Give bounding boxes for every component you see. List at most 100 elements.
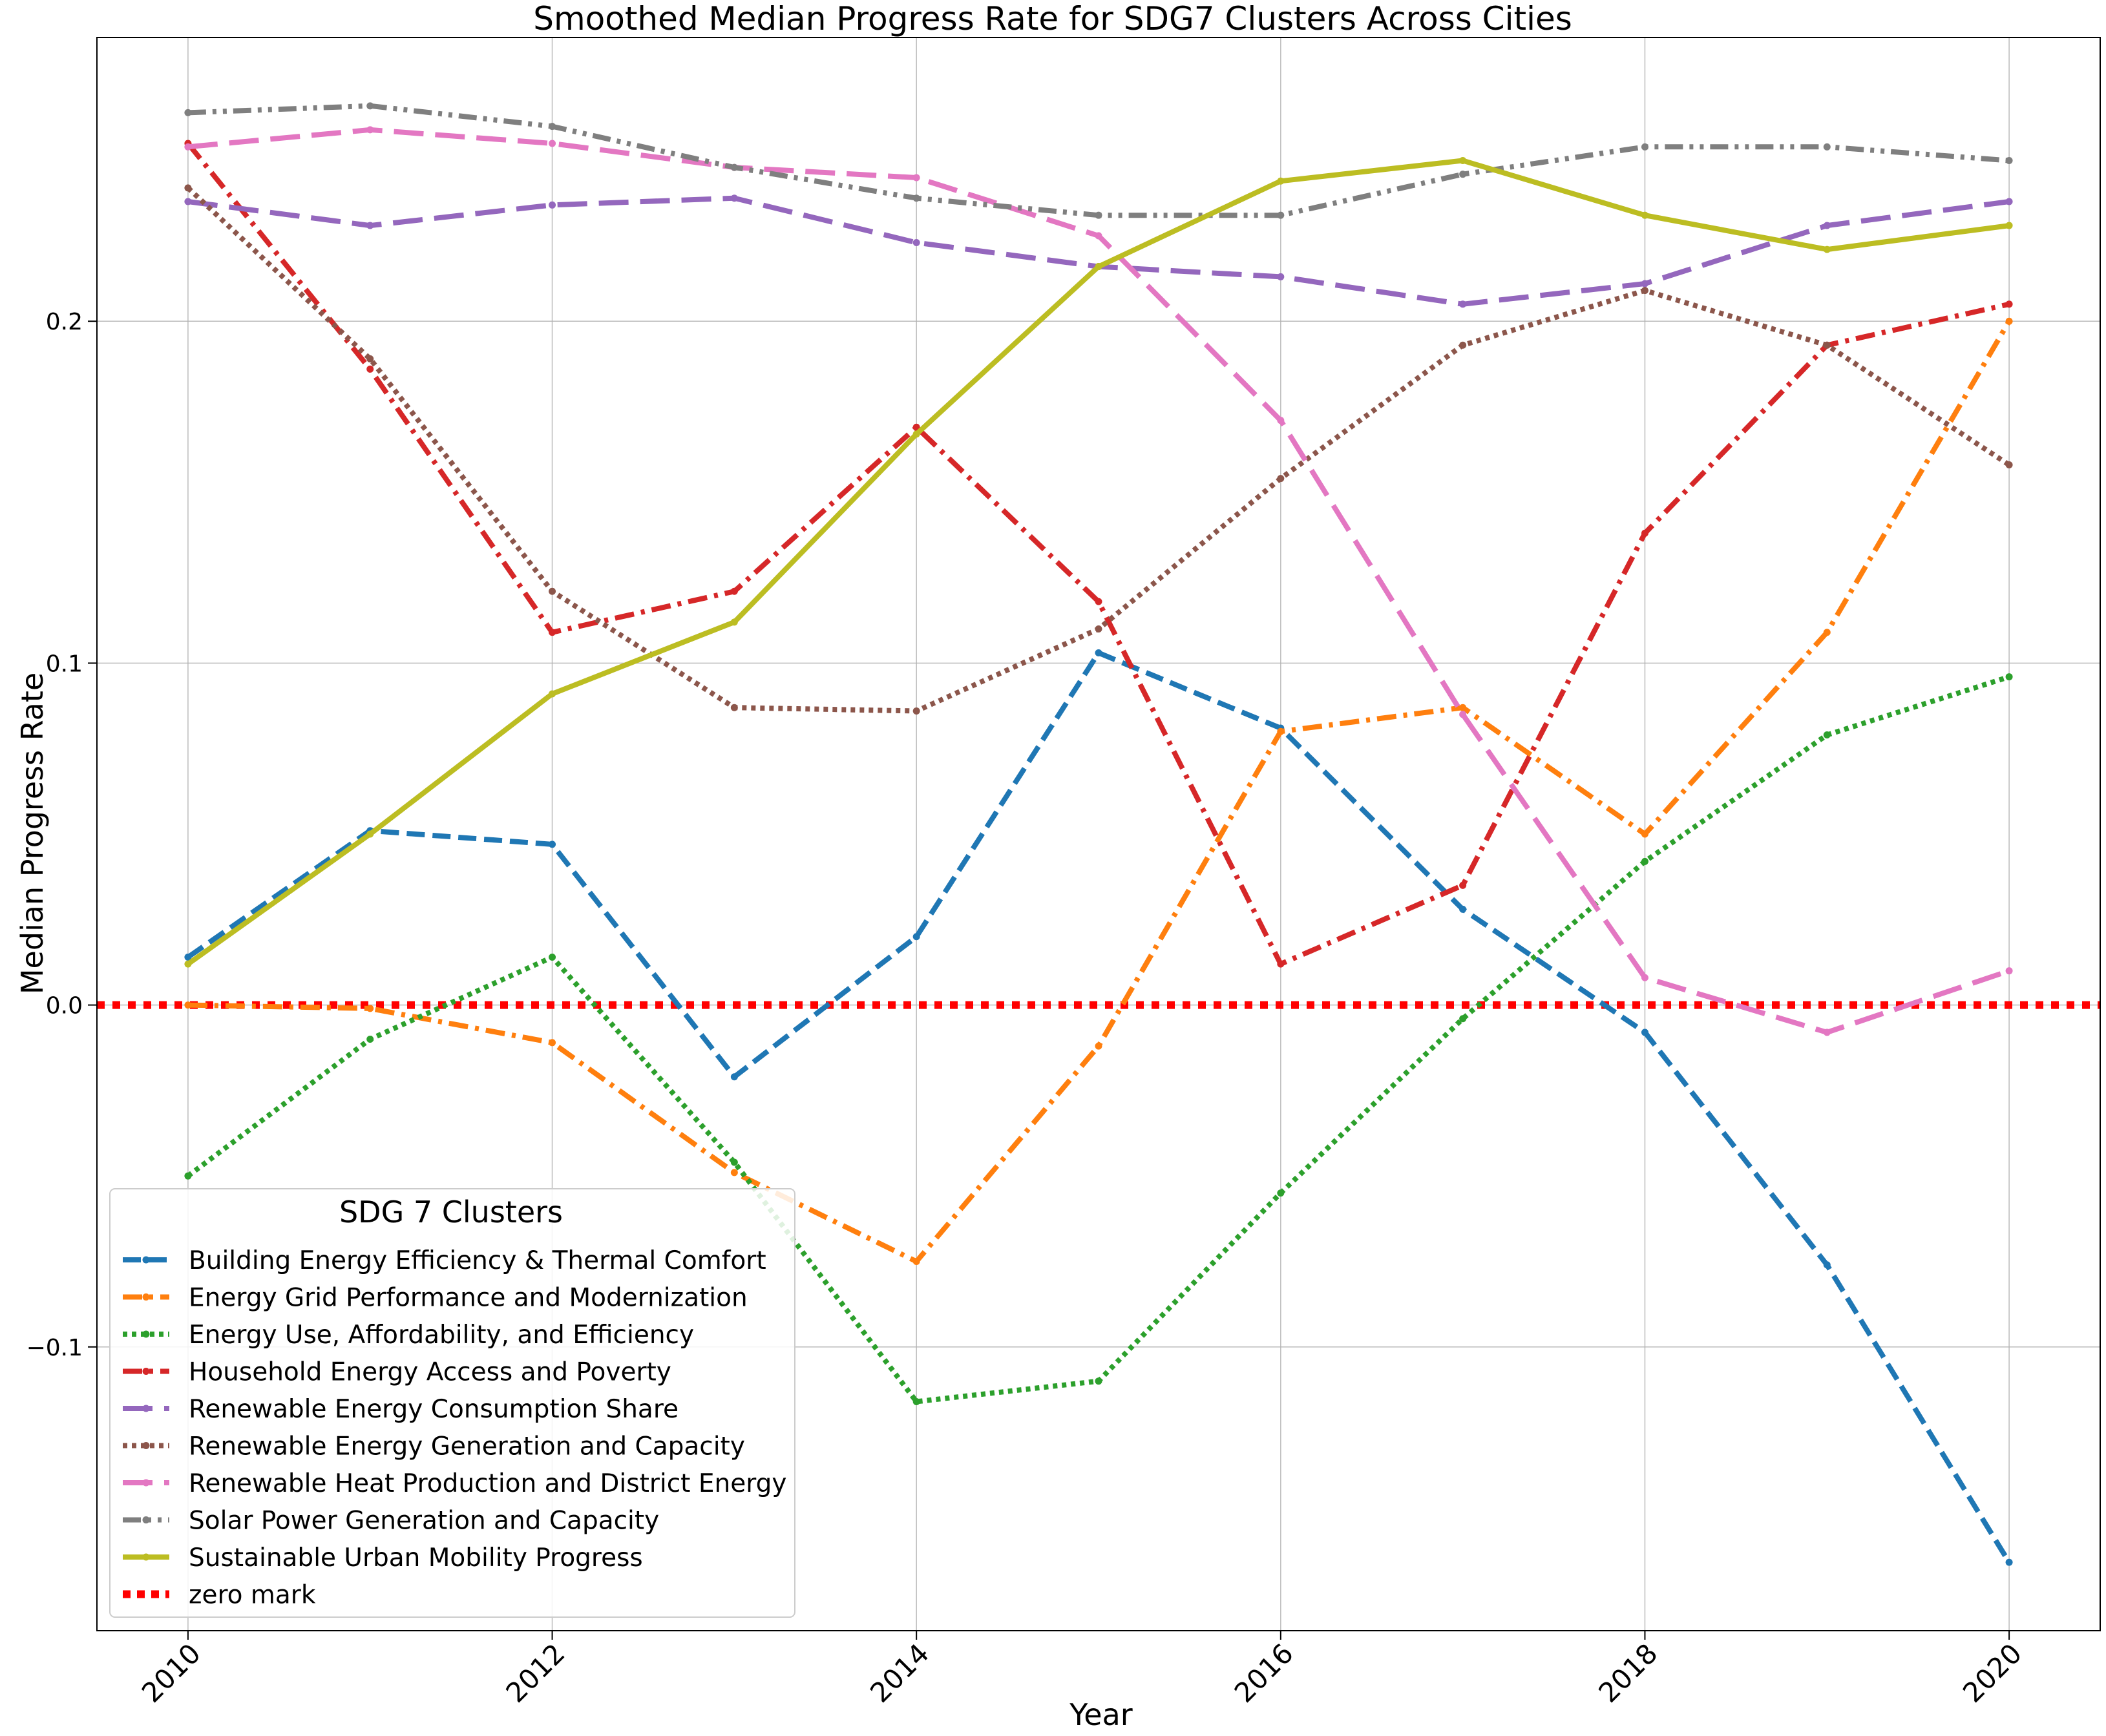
chart-title: Smoothed Median Progress Rate for SDG7 C… xyxy=(533,0,1572,37)
legend-box xyxy=(109,1188,795,1618)
data-point xyxy=(1277,475,1285,483)
data-point xyxy=(1095,649,1102,657)
legend-entry: Household Energy Access and Poverty xyxy=(123,1358,671,1387)
legend-entry: Renewable Energy Consumption Share xyxy=(123,1395,679,1424)
series-6 xyxy=(184,126,2013,1036)
y-axis-label: Median Progress Rate xyxy=(15,673,50,994)
data-point xyxy=(1277,211,1285,219)
data-point xyxy=(549,629,556,636)
data-point xyxy=(2005,198,2013,205)
series-3 xyxy=(184,140,2013,968)
legend-entry: zero mark xyxy=(123,1581,316,1610)
data-point xyxy=(1823,731,1831,739)
data-point xyxy=(184,184,192,192)
data-point xyxy=(912,933,920,941)
plot-frame xyxy=(96,37,2101,1631)
y-tick-label: 0.0 xyxy=(46,993,83,1020)
legend-marker xyxy=(142,1293,150,1301)
data-point xyxy=(366,1005,374,1012)
data-point xyxy=(366,1036,374,1043)
data-point xyxy=(1641,280,1648,288)
data-point xyxy=(912,430,920,438)
data-point xyxy=(912,1397,920,1405)
legend-label: Renewable Energy Consumption Share xyxy=(189,1395,679,1424)
data-point xyxy=(1459,905,1467,913)
series-8 xyxy=(184,157,2013,968)
data-point xyxy=(366,365,374,373)
legend-title: SDG 7 Clusters xyxy=(339,1195,563,1229)
series-line xyxy=(185,141,2010,967)
data-point xyxy=(549,954,556,961)
data-point xyxy=(1823,1261,1831,1269)
data-point xyxy=(1823,143,1831,151)
legend-label: Sustainable Urban Mobility Progress xyxy=(189,1543,643,1573)
data-point xyxy=(549,123,556,131)
data-point xyxy=(1277,417,1285,424)
legend-entry: Renewable Energy Generation and Capacity xyxy=(123,1432,745,1461)
legend-entry: Energy Grid Performance and Modernizatio… xyxy=(123,1284,748,1313)
legend-label: zero mark xyxy=(189,1581,316,1610)
data-point xyxy=(184,109,192,116)
legend-marker xyxy=(142,1553,150,1561)
legend-marker xyxy=(142,1442,150,1449)
data-point xyxy=(1459,711,1467,718)
data-point xyxy=(730,1073,738,1081)
data-point xyxy=(549,587,556,595)
data-point xyxy=(184,960,192,968)
legend-marker xyxy=(142,1479,150,1487)
data-point xyxy=(549,201,556,209)
data-point xyxy=(549,140,556,147)
legend-marker xyxy=(142,1330,150,1338)
legend-marker xyxy=(142,1516,150,1523)
legend-entry: Renewable Heat Production and District E… xyxy=(123,1469,786,1498)
x-axis-label: Year xyxy=(1069,1697,1132,1732)
data-point xyxy=(1277,273,1285,280)
data-point xyxy=(1459,300,1467,308)
legend-label: Building Energy Efficiency & Thermal Com… xyxy=(189,1246,766,1275)
data-point xyxy=(1823,341,1831,349)
data-point xyxy=(2005,300,2013,308)
data-point xyxy=(730,163,738,171)
legend: SDG 7 Clusters Building Energy Efficienc… xyxy=(109,1188,795,1618)
data-point xyxy=(1095,211,1102,219)
data-point xyxy=(1641,529,1648,537)
data-point xyxy=(1095,1042,1102,1050)
legend-label: Renewable Heat Production and District E… xyxy=(189,1469,786,1498)
data-point xyxy=(730,1169,738,1177)
data-point xyxy=(2005,1558,2013,1566)
legend-entry: Sustainable Urban Mobility Progress xyxy=(123,1543,643,1573)
legend-marker xyxy=(142,1256,150,1264)
data-point xyxy=(912,239,920,247)
y-tick-label: 0.1 xyxy=(46,651,83,677)
data-point xyxy=(1095,1377,1102,1385)
data-point xyxy=(2005,317,2013,325)
data-point xyxy=(1459,171,1467,178)
data-point xyxy=(2005,673,2013,681)
legend-label: Solar Power Generation and Capacity xyxy=(189,1507,659,1536)
data-point xyxy=(184,1001,192,1009)
data-point xyxy=(549,690,556,698)
series-5 xyxy=(184,184,2013,715)
data-point xyxy=(912,707,920,715)
data-point xyxy=(730,618,738,626)
series-2 xyxy=(184,673,2013,1405)
data-point xyxy=(730,704,738,711)
legend-label: Energy Grid Performance and Modernizatio… xyxy=(189,1284,748,1313)
data-point xyxy=(1641,287,1648,295)
legend-label: Household Energy Access and Poverty xyxy=(189,1358,671,1387)
data-point xyxy=(1095,263,1102,271)
data-point xyxy=(1459,1015,1467,1023)
series-7 xyxy=(184,102,2013,219)
data-point xyxy=(2005,461,2013,468)
data-point xyxy=(2005,222,2013,229)
data-point xyxy=(366,102,374,110)
data-point xyxy=(1823,222,1831,229)
data-point xyxy=(1277,177,1285,185)
data-point xyxy=(730,194,738,202)
data-point xyxy=(912,194,920,202)
data-point xyxy=(2005,967,2013,975)
y-tick-label: −0.1 xyxy=(26,1335,83,1361)
data-point xyxy=(1641,1029,1648,1036)
data-point xyxy=(1095,232,1102,240)
